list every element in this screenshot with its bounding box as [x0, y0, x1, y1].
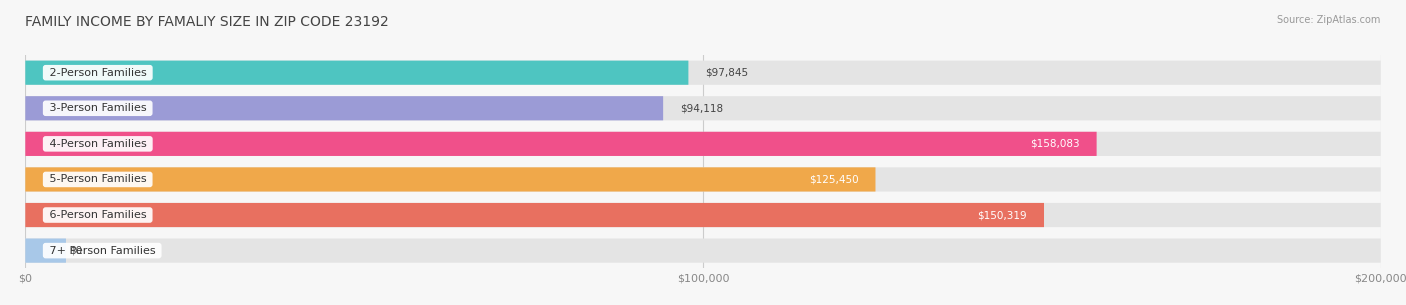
Text: 3-Person Families: 3-Person Families: [45, 103, 150, 113]
Text: 2-Person Families: 2-Person Families: [45, 68, 150, 78]
Text: 5-Person Families: 5-Person Families: [45, 174, 150, 185]
FancyBboxPatch shape: [25, 239, 66, 263]
FancyBboxPatch shape: [25, 167, 1381, 192]
Text: Source: ZipAtlas.com: Source: ZipAtlas.com: [1277, 15, 1381, 25]
FancyBboxPatch shape: [25, 61, 1381, 85]
FancyBboxPatch shape: [25, 203, 1381, 227]
Text: $125,450: $125,450: [808, 174, 859, 185]
Text: $97,845: $97,845: [706, 68, 748, 78]
Text: 4-Person Families: 4-Person Families: [45, 139, 150, 149]
Text: $94,118: $94,118: [681, 103, 723, 113]
Text: $0: $0: [69, 246, 83, 256]
FancyBboxPatch shape: [25, 167, 876, 192]
FancyBboxPatch shape: [25, 96, 664, 120]
FancyBboxPatch shape: [25, 239, 1381, 263]
Text: 6-Person Families: 6-Person Families: [45, 210, 150, 220]
FancyBboxPatch shape: [25, 132, 1097, 156]
Text: $158,083: $158,083: [1031, 139, 1080, 149]
Text: 7+ Person Families: 7+ Person Families: [45, 246, 159, 256]
FancyBboxPatch shape: [25, 203, 1045, 227]
FancyBboxPatch shape: [25, 96, 1381, 120]
FancyBboxPatch shape: [25, 132, 1381, 156]
Text: $150,319: $150,319: [977, 210, 1026, 220]
FancyBboxPatch shape: [25, 61, 689, 85]
Text: FAMILY INCOME BY FAMALIY SIZE IN ZIP CODE 23192: FAMILY INCOME BY FAMALIY SIZE IN ZIP COD…: [25, 15, 389, 29]
